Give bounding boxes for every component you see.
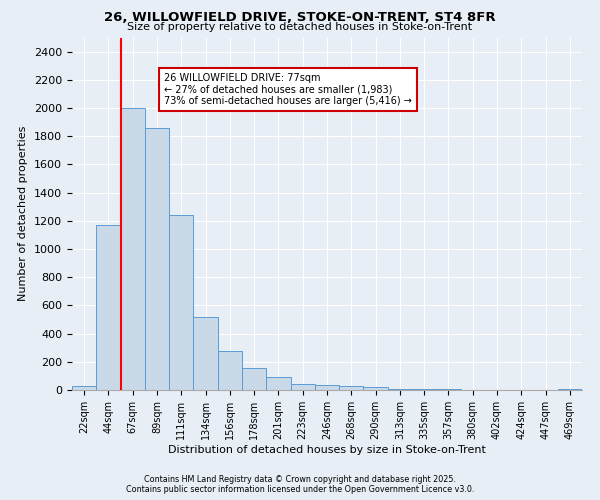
Bar xyxy=(169,215,193,390)
Text: Contains HM Land Registry data © Crown copyright and database right 2025.
Contai: Contains HM Land Registry data © Crown c… xyxy=(126,474,474,494)
Bar xyxy=(388,388,412,390)
Bar xyxy=(96,225,121,390)
Bar xyxy=(339,386,364,390)
Text: 26 WILLOWFIELD DRIVE: 77sqm
← 27% of detached houses are smaller (1,983)
73% of : 26 WILLOWFIELD DRIVE: 77sqm ← 27% of det… xyxy=(164,72,412,106)
Bar xyxy=(218,351,242,390)
Bar xyxy=(266,378,290,390)
Text: Size of property relative to detached houses in Stoke-on-Trent: Size of property relative to detached ho… xyxy=(127,22,473,32)
Bar xyxy=(364,387,388,390)
Y-axis label: Number of detached properties: Number of detached properties xyxy=(19,126,28,302)
Bar xyxy=(121,108,145,390)
Bar xyxy=(315,385,339,390)
X-axis label: Distribution of detached houses by size in Stoke-on-Trent: Distribution of detached houses by size … xyxy=(168,444,486,454)
Bar xyxy=(193,316,218,390)
Text: 26, WILLOWFIELD DRIVE, STOKE-ON-TRENT, ST4 8FR: 26, WILLOWFIELD DRIVE, STOKE-ON-TRENT, S… xyxy=(104,11,496,24)
Bar xyxy=(242,368,266,390)
Bar xyxy=(72,386,96,390)
Bar xyxy=(145,128,169,390)
Bar xyxy=(290,384,315,390)
